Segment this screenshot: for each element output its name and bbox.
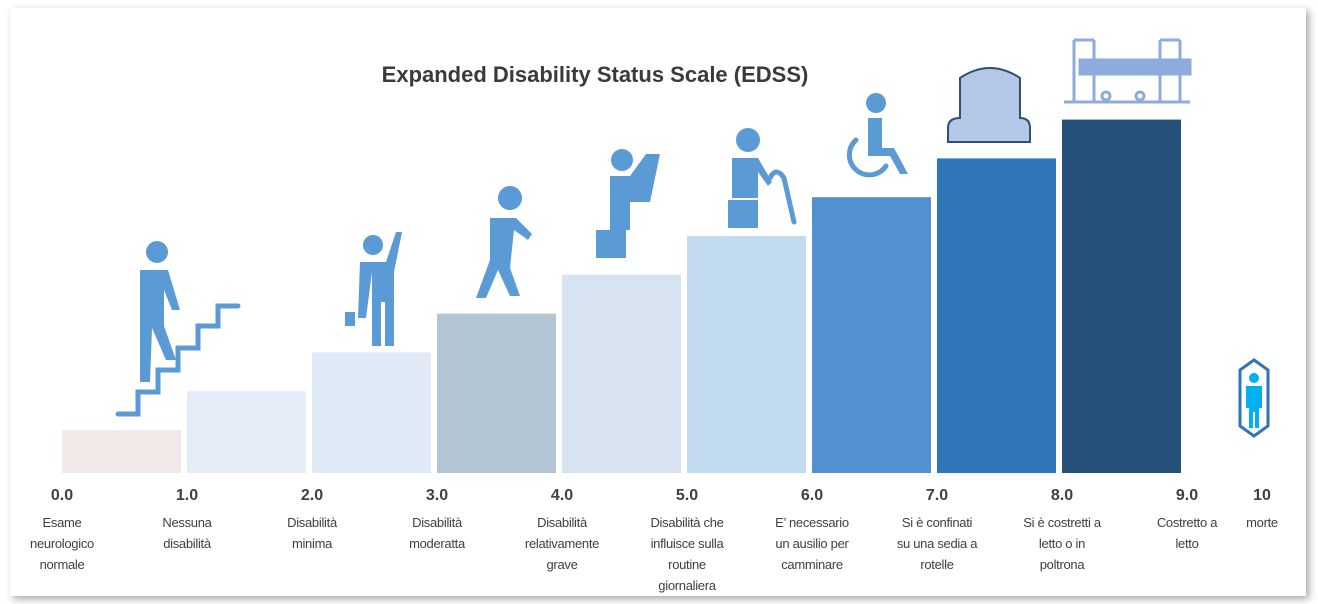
description-line: Disabilità che	[650, 515, 723, 530]
infographic: Expanded Disability Status Scale (EDSS)	[0, 0, 1318, 604]
score-label: 4.0	[551, 487, 573, 504]
description-line: Disabilità	[537, 515, 588, 530]
description-line: normale	[40, 557, 85, 572]
person-head	[498, 186, 522, 210]
score-label: 5.0	[676, 487, 698, 504]
briefcase	[345, 312, 355, 326]
description-line: Disabilità	[412, 515, 463, 530]
armchair	[948, 68, 1030, 142]
person-head	[363, 235, 383, 255]
description-line: Si è costretti a	[1023, 515, 1102, 530]
description-line: Costretto a	[1157, 515, 1218, 530]
description-line: Si è confinati	[902, 515, 973, 530]
description-line: grave	[546, 557, 577, 572]
step-bar	[1062, 120, 1181, 473]
score-label: 10	[1253, 487, 1271, 504]
description-line: letto	[1175, 536, 1198, 551]
step-bar	[937, 158, 1056, 473]
step-bar	[437, 314, 556, 473]
person-head	[866, 93, 886, 113]
description-line: camminare	[781, 557, 843, 572]
description-line: relativamente	[525, 536, 599, 551]
step-bar	[812, 197, 931, 473]
description-line: giornaliera	[658, 578, 716, 593]
description-line: disabilità	[163, 536, 212, 551]
description-line: letto o in	[1039, 536, 1085, 551]
description-line: rotelle	[920, 557, 953, 572]
title: Expanded Disability Status Scale (EDSS)	[382, 62, 809, 87]
description-line: moderatta	[409, 536, 466, 551]
description-line: neurologico	[30, 536, 94, 551]
score-label: 3.0	[426, 487, 448, 504]
person-head	[611, 149, 633, 171]
description-line: E’ necessario	[775, 515, 849, 530]
step-bar	[687, 236, 806, 473]
description-line: Disabilità	[287, 515, 338, 530]
description-line: influisce sulla	[651, 536, 725, 551]
score-label: 8.0	[1051, 487, 1073, 504]
description-line: poltrona	[1040, 557, 1086, 572]
person-head	[736, 128, 760, 152]
score-label: 0.0	[51, 487, 73, 504]
step-bar	[62, 430, 181, 473]
description-line: routine	[668, 557, 706, 572]
description-line: Nessuna	[162, 515, 212, 530]
score-label: 7.0	[926, 487, 948, 504]
score-label: 9.0	[1176, 487, 1198, 504]
description-line: su una sedia a	[897, 536, 978, 551]
description-line: morte	[1246, 515, 1278, 530]
step-bar	[187, 391, 306, 473]
score-label: 6.0	[801, 487, 823, 504]
description-line: minima	[292, 536, 333, 551]
score-label: 2.0	[301, 487, 323, 504]
step-bar	[562, 275, 681, 473]
description-line: un ausilio per	[775, 536, 849, 551]
person-head	[146, 241, 168, 263]
step-bar	[312, 352, 431, 473]
score-label: 1.0	[176, 487, 198, 504]
coffin-head	[1249, 373, 1259, 383]
description-line: Esame	[43, 515, 82, 530]
